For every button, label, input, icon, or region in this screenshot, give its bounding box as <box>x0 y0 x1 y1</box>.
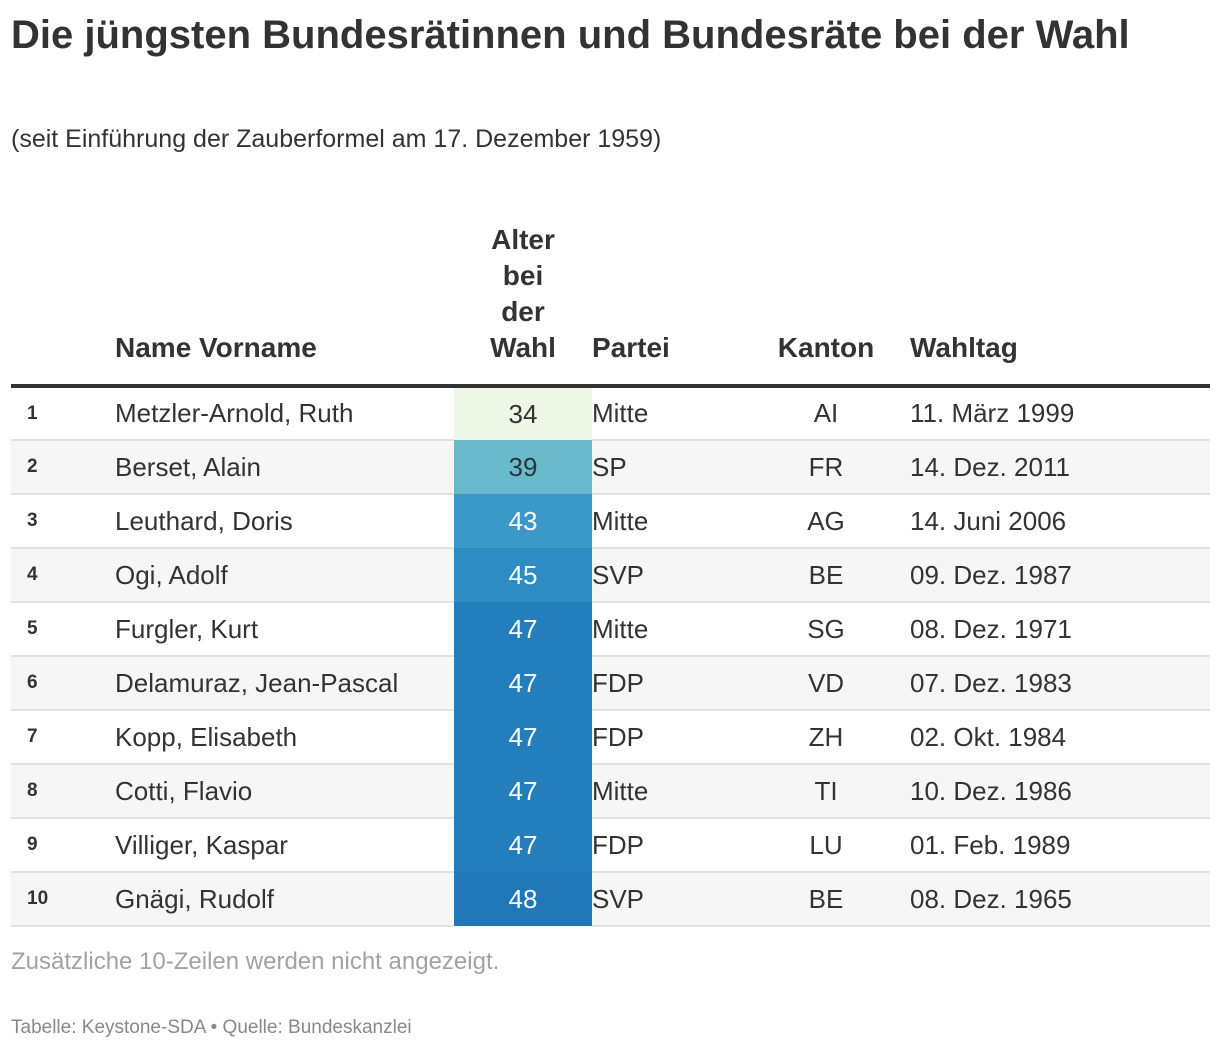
table-row: 7 Kopp, Elisabeth 47 FDP ZH 02. Okt. 1984 <box>11 710 1210 765</box>
cell-rank: 10 <box>11 872 115 927</box>
cell-age: 47 <box>454 764 592 818</box>
cell-rank: 7 <box>11 710 115 765</box>
table-note: Zusätzliche 10-Zeilen werden nicht angez… <box>11 948 500 975</box>
cell-date: 10. Dez. 1986 <box>910 764 1210 819</box>
cell-canton: SG <box>742 602 910 657</box>
cell-party: Mitte <box>592 764 742 819</box>
cell-canton: BE <box>742 548 910 603</box>
chart-title: Die jüngsten Bundesrätinnen und Bundesrä… <box>11 13 1130 57</box>
cell-party: Mitte <box>592 602 742 657</box>
cell-party: SP <box>592 440 742 495</box>
cell-age: 47 <box>454 656 592 710</box>
cell-party: Mitte <box>592 494 742 549</box>
cell-name: Leuthard, Doris <box>115 494 454 549</box>
source-footer: Tabelle: Keystone-SDA • Quelle: Bundeska… <box>11 1017 412 1038</box>
cell-rank: 2 <box>11 440 115 495</box>
cell-date: 02. Okt. 1984 <box>910 710 1210 765</box>
cell-canton: BE <box>742 872 910 927</box>
cell-party: SVP <box>592 872 742 927</box>
cell-age: 47 <box>454 710 592 764</box>
header-canton: Kanton <box>742 222 910 388</box>
cell-party: FDP <box>592 818 742 873</box>
header-row: Name Vorname Alter bei der Wahl Partei K… <box>11 222 1210 388</box>
cell-rank: 6 <box>11 656 115 711</box>
cell-party: FDP <box>592 710 742 765</box>
cell-canton: TI <box>742 764 910 819</box>
header-date: Wahltag <box>910 222 1210 388</box>
cell-name: Kopp, Elisabeth <box>115 710 454 765</box>
cell-canton: ZH <box>742 710 910 765</box>
cell-party: Mitte <box>592 386 742 441</box>
table-row: 9 Villiger, Kaspar 47 FDP LU 01. Feb. 1989 <box>11 818 1210 873</box>
cell-date: 14. Juni 2006 <box>910 494 1210 549</box>
cell-age: 34 <box>454 386 592 440</box>
cell-age: 47 <box>454 602 592 656</box>
table-row: 5 Furgler, Kurt 47 Mitte SG 08. Dez. 1971 <box>11 602 1210 657</box>
cell-party: FDP <box>592 656 742 711</box>
cell-canton: AG <box>742 494 910 549</box>
header-party: Partei <box>592 222 742 388</box>
table-body: 1 Metzler-Arnold, Ruth 34 Mitte AI 11. März 1… <box>11 386 1210 927</box>
cell-name: Berset, Alain <box>115 440 454 495</box>
cell-date: 09. Dez. 1987 <box>910 548 1210 603</box>
cell-name: Cotti, Flavio <box>115 764 454 819</box>
table-row: 10 Gnägi, Rudolf 48 SVP BE 08. Dez. 1965 <box>11 872 1210 927</box>
cell-name: Metzler-Arnold, Ruth <box>115 386 454 441</box>
cell-rank: 3 <box>11 494 115 549</box>
cell-rank: 8 <box>11 764 115 819</box>
table-row: 2 Berset, Alain 39 SP FR 14. Dez. 2011 <box>11 440 1210 495</box>
cell-age: 45 <box>454 548 592 602</box>
header-age-label: Alter bei der Wahl <box>490 224 556 363</box>
cell-name: Delamuraz, Jean-Pascal <box>115 656 454 711</box>
header-name: Name Vorname <box>115 222 454 388</box>
cell-name: Furgler, Kurt <box>115 602 454 657</box>
cell-party: SVP <box>592 548 742 603</box>
cell-rank: 5 <box>11 602 115 657</box>
cell-name: Gnägi, Rudolf <box>115 872 454 927</box>
table-row: 1 Metzler-Arnold, Ruth 34 Mitte AI 11. März 1… <box>11 386 1210 441</box>
cell-age: 39 <box>454 440 592 494</box>
cell-rank: 1 <box>11 386 115 441</box>
cell-date: 01. Feb. 1989 <box>910 818 1210 873</box>
cell-name: Villiger, Kaspar <box>115 818 454 873</box>
data-table: Name Vorname Alter bei der Wahl Partei K… <box>11 222 1210 927</box>
table-row: 6 Delamuraz, Jean-Pascal 47 FDP VD 07. Dez. 1… <box>11 656 1210 711</box>
cell-age: 43 <box>454 494 592 548</box>
cell-age: 47 <box>454 818 592 872</box>
cell-canton: AI <box>742 386 910 441</box>
cell-name: Ogi, Adolf <box>115 548 454 603</box>
table-row: 4 Ogi, Adolf 45 SVP BE 09. Dez. 1987 <box>11 548 1210 603</box>
table-row: 3 Leuthard, Doris 43 Mitte AG 14. Juni 2006 <box>11 494 1210 549</box>
cell-rank: 9 <box>11 818 115 873</box>
cell-canton: FR <box>742 440 910 495</box>
cell-age: 48 <box>454 872 592 926</box>
cell-date: 08. Dez. 1965 <box>910 872 1210 927</box>
table-row: 8 Cotti, Flavio 47 Mitte TI 10. Dez. 1986 <box>11 764 1210 819</box>
cell-rank: 4 <box>11 548 115 603</box>
cell-canton: VD <box>742 656 910 711</box>
cell-date: 14. Dez. 2011 <box>910 440 1210 495</box>
cell-canton: LU <box>742 818 910 873</box>
cell-date: 07. Dez. 1983 <box>910 656 1210 711</box>
header-rank <box>11 222 115 388</box>
chart-subtitle: (seit Einführung der Zauberformel am 17.… <box>11 125 662 153</box>
header-age: Alter bei der Wahl <box>454 222 592 388</box>
cell-date: 08. Dez. 1971 <box>910 602 1210 657</box>
cell-date: 11. März 1999 <box>910 386 1210 441</box>
